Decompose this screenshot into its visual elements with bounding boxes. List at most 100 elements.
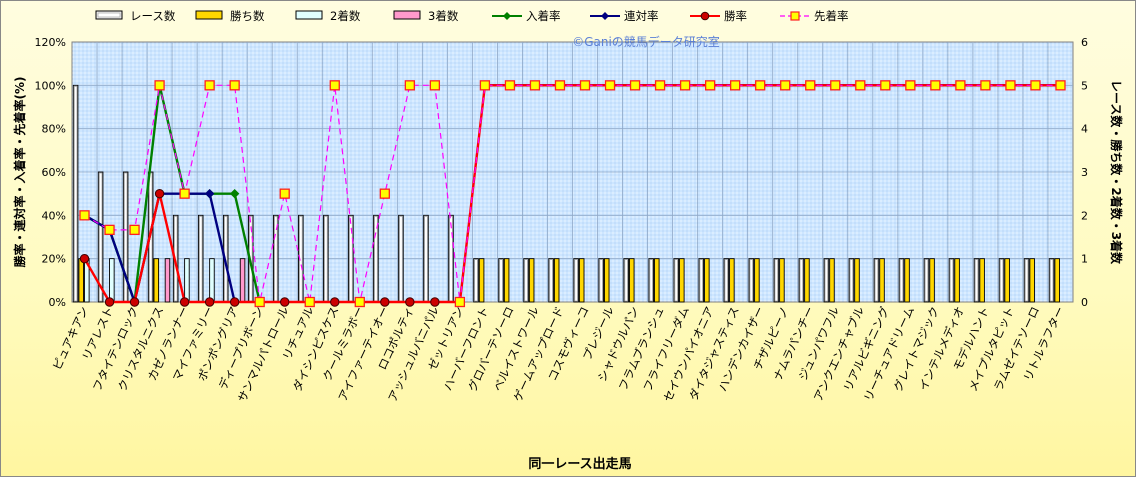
bar-勝ち数 [553, 258, 560, 303]
bar-3着数 [239, 258, 246, 303]
legend-label: 3着数 [428, 9, 459, 23]
bar-勝ち数 [629, 258, 635, 303]
left-tick-label: 60% [42, 166, 66, 179]
marker-連対率 [204, 188, 215, 199]
bar-inner [824, 259, 829, 302]
grid-layer [72, 42, 1073, 302]
legend-label: 連対率 [624, 9, 659, 23]
marker-勝率 [280, 297, 290, 307]
bar-勝ち数 [654, 258, 660, 303]
legend-label: レース数 [130, 9, 176, 23]
right-tick-label: 1 [1081, 253, 1088, 266]
legend-swatch-3着数 [393, 10, 421, 20]
bar-勝ち数 [904, 258, 910, 303]
bar-inner [899, 259, 904, 302]
marker-先着率 [129, 224, 140, 236]
bar-inner [599, 259, 603, 302]
left-tick-label: 80% [42, 123, 66, 136]
marker-先着率 [229, 80, 240, 91]
marker-先着率 [154, 80, 165, 91]
bar-inner [674, 259, 679, 302]
bar-inner [949, 259, 954, 302]
legend-swatch-inner [97, 12, 121, 18]
marker-先着率 [304, 296, 315, 308]
left-tick-label: 20% [42, 253, 66, 266]
marker-先着率 [805, 80, 816, 91]
bar-inner [624, 259, 628, 302]
bar-inner [649, 259, 653, 302]
marker-先着率 [379, 188, 390, 199]
bar-inner [549, 259, 553, 302]
marker-先着率 [1055, 80, 1066, 91]
bar-3着数 [164, 258, 171, 303]
marker-先着率 [1030, 80, 1041, 91]
left-tick-label: 40% [42, 209, 66, 222]
left-tick-layer: 0% 20% 40% 60% 80% 100% 120% [35, 36, 66, 309]
marker-勝率 [430, 297, 440, 307]
legend-marker-入着率 [503, 12, 511, 20]
marker-勝率 [129, 297, 140, 307]
marker-先着率 [679, 80, 691, 91]
marker-先着率 [454, 296, 466, 308]
bar-勝ち数 [929, 258, 935, 303]
marker-先着率 [730, 80, 741, 91]
marker-勝率 [154, 188, 165, 199]
watermark: ©Ganiの競馬データ研究室 [572, 34, 720, 49]
marker-先着率 [579, 80, 591, 91]
marker-先着率 [704, 80, 716, 91]
marker-先着率 [930, 80, 941, 91]
marker-先着率 [830, 80, 841, 91]
bar-勝ち数 [1054, 258, 1060, 303]
legend-label: 2着数 [330, 9, 361, 23]
bar-inner [699, 259, 704, 302]
bar-勝ち数 [979, 258, 985, 303]
bar-inner [198, 215, 203, 302]
right-tick-label: 4 [1081, 123, 1088, 136]
marker-勝率 [330, 297, 340, 307]
marker-先着率 [755, 80, 766, 91]
right-tick-label: 5 [1081, 79, 1088, 92]
bar-勝ち数 [78, 258, 84, 303]
bar-2着数 [184, 258, 190, 303]
bar-inner [749, 259, 754, 302]
marker-先着率 [429, 80, 441, 91]
y-axis-right-title: レース数・勝ち数・2着数・3着数 [1109, 80, 1124, 265]
bar-inner [1049, 259, 1054, 302]
marker-入着率 [229, 188, 240, 199]
bar-inner [474, 259, 478, 302]
bar-inner [874, 259, 879, 302]
bar-勝ち数 [729, 258, 735, 303]
right-tick-label: 2 [1081, 209, 1088, 222]
line-先着率 [84, 84, 1061, 303]
marker-先着率 [980, 80, 991, 91]
marker-先着率 [654, 80, 666, 91]
bar-inner [999, 259, 1004, 302]
legend-marker-連対率 [601, 12, 609, 20]
bar-勝ち数 [754, 258, 760, 303]
legend-label: 勝率 [724, 9, 747, 23]
marker-先着率 [354, 296, 365, 308]
category-label: ピュアキアン [50, 304, 92, 372]
marker-先着率 [955, 80, 966, 91]
bar-layer [72, 84, 1060, 303]
left-tick-label: 120% [35, 36, 66, 49]
bar-inner [724, 259, 729, 302]
bar-inner [524, 259, 528, 302]
x-axis-title: 同一レース出走馬 [528, 456, 631, 472]
category-layer: ピュアキアンリアレストフタイテンロッククリスタルニクスカゼノランナーマイファミリ… [50, 304, 1068, 404]
marker-勝率 [104, 297, 115, 307]
marker-先着率 [479, 80, 491, 91]
bar-勝ち数 [829, 258, 835, 303]
marker-勝率 [204, 297, 215, 307]
marker-先着率 [629, 80, 641, 91]
marker-勝率 [405, 297, 415, 307]
marker-先着率 [329, 80, 340, 91]
right-tick-label: 3 [1081, 166, 1088, 179]
marker-先着率 [905, 80, 916, 91]
bar-勝ち数 [954, 258, 960, 303]
legend-label: 先着率 [814, 9, 849, 23]
bar-勝ち数 [679, 258, 685, 303]
marker-先着率 [254, 296, 265, 308]
